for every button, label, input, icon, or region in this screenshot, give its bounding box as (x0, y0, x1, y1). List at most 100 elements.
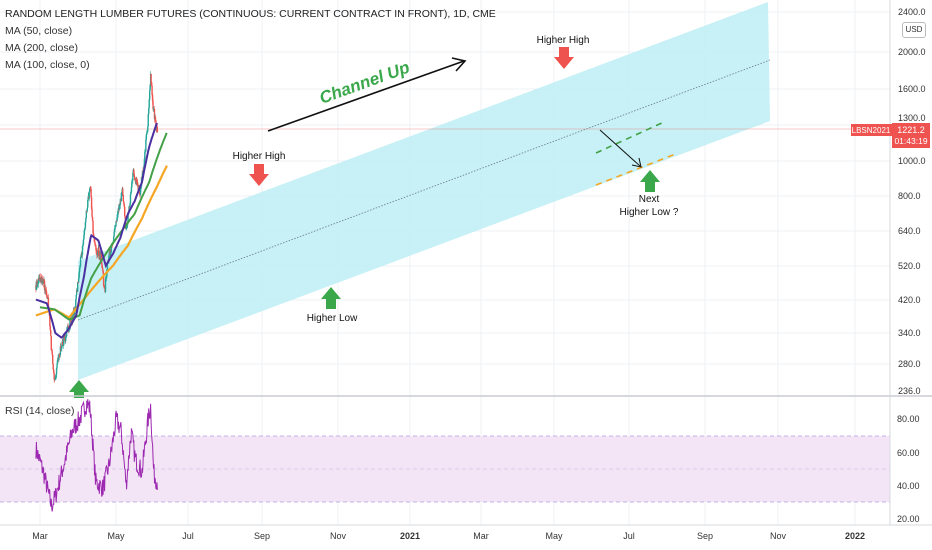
candle-body (63, 336, 65, 346)
channel-midline (77, 59, 771, 321)
price-tick: 236.0 (898, 386, 921, 396)
candle-body (52, 369, 55, 373)
candle-body (82, 244, 84, 247)
candle-body (127, 212, 129, 223)
rsi-axis[interactable]: 80.00 60.00 40.00 20.00 (897, 414, 920, 524)
candle-body (150, 73, 152, 85)
candle-body (116, 214, 119, 218)
candle-body (53, 372, 55, 380)
candle-body (123, 204, 125, 207)
time-tick: Sep (697, 531, 713, 541)
candle-body (100, 251, 102, 257)
candle-body (119, 198, 122, 205)
candle-body (70, 318, 72, 323)
candle-body (154, 116, 157, 121)
candle-body (143, 158, 146, 166)
chart-title: RANDOM LENGTH LUMBER FUTURES (CONTINUOUS… (5, 8, 496, 20)
candle-body (121, 192, 123, 194)
candle-body (37, 283, 39, 287)
candle-body (105, 277, 107, 280)
candle-body (144, 151, 147, 153)
candle-body (129, 203, 131, 208)
time-tick: 2021 (400, 531, 420, 541)
indicator-ma100[interactable]: MA (100, close, 0) (5, 59, 90, 71)
candle-body (59, 346, 62, 355)
candle-body (110, 246, 112, 253)
candle-body (51, 350, 53, 351)
candle-body (108, 253, 111, 256)
candle-body (149, 84, 151, 91)
candle-body (138, 190, 141, 195)
time-tick: May (545, 531, 563, 541)
symbol-tag: LBSN2021 (852, 126, 891, 135)
time-tick: Nov (330, 531, 347, 541)
candle-body (77, 282, 79, 283)
time-axis[interactable]: Mar May Jul Sep Nov 2021 Mar May Jul Sep… (0, 524, 932, 541)
candle-body (115, 221, 117, 226)
candle-body (76, 282, 79, 292)
time-tick: Jul (182, 531, 194, 541)
higher-high-2-label: Higher High (537, 35, 590, 46)
candle-body (92, 232, 95, 236)
candle-body (117, 208, 120, 212)
candle-body (76, 289, 78, 295)
time-tick: Nov (770, 531, 787, 541)
candle-body (61, 344, 63, 349)
candle-body (75, 299, 77, 312)
candle-body (129, 194, 132, 204)
candle-body (96, 255, 99, 256)
candle-body (80, 256, 82, 258)
candle-body (145, 134, 148, 140)
candle-body (85, 218, 87, 223)
candle-body (65, 336, 67, 338)
candle-body (114, 225, 116, 229)
candle-body (50, 330, 52, 337)
channel-band[interactable] (78, 2, 770, 380)
rsi-tick: 40.00 (897, 481, 920, 491)
candle-body (146, 131, 148, 133)
candle-body (131, 180, 134, 182)
price-tick: 280.0 (898, 359, 921, 369)
candle-body (124, 206, 126, 217)
candle-body (56, 359, 59, 365)
candle-body (82, 239, 85, 245)
candle-body (64, 336, 67, 342)
candle-body (42, 279, 44, 282)
time-tick: Mar (32, 531, 48, 541)
candle-body (44, 288, 47, 292)
price-axis[interactable]: 2400.0 2000.0 1600.0 1300.0 1000.0 800.0… (889, 0, 926, 525)
candle-body (97, 252, 99, 256)
candle-body (52, 354, 54, 364)
candle-body (89, 187, 92, 190)
candle-body (148, 99, 150, 109)
rsi-line[interactable] (35, 399, 158, 512)
candle-body (147, 126, 149, 132)
candle-body (39, 277, 41, 282)
rsi-indicator-label[interactable]: RSI (14, close) (5, 405, 75, 417)
indicator-ma200[interactable]: MA (200, close) (5, 42, 78, 54)
currency-button[interactable]: USD (902, 22, 926, 38)
candle-body (134, 178, 136, 182)
candle-body (90, 189, 92, 198)
candle-body (126, 225, 128, 227)
candle-body (106, 262, 109, 270)
candle-body (117, 211, 119, 215)
candle-body (136, 178, 138, 182)
candle-body (91, 216, 94, 221)
price-tick: 2400.0 (898, 7, 926, 17)
price-tick: 420.0 (898, 295, 921, 305)
candle-body (122, 188, 124, 195)
candle-body (102, 270, 104, 274)
candle-body (78, 268, 81, 273)
candle-body (88, 191, 90, 199)
candle-body (98, 247, 100, 256)
indicator-ma50[interactable]: MA (50, close) (5, 25, 73, 37)
candle-body (77, 278, 80, 283)
symbol-tag-bg (851, 124, 892, 136)
candle-body (144, 151, 146, 159)
candle-body (113, 228, 116, 232)
candle-body (120, 192, 123, 201)
ma50-line[interactable] (35, 122, 158, 339)
higher-low-label: Higher Low (307, 313, 358, 324)
